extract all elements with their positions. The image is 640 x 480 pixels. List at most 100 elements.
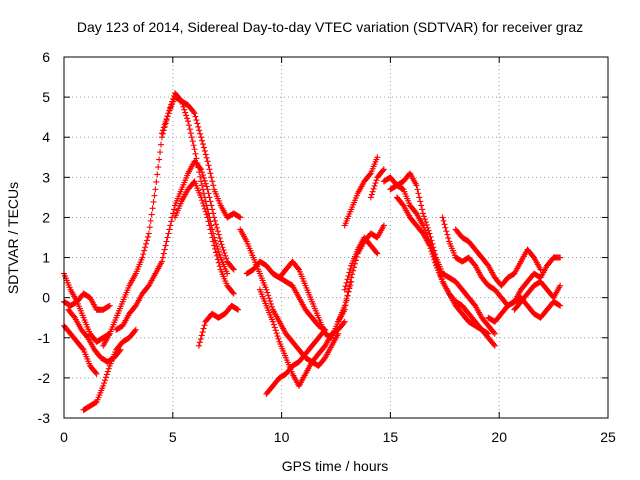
data-point [79, 345, 86, 352]
data-point [265, 292, 272, 299]
plot-frame [63, 56, 609, 419]
data-point [199, 329, 206, 336]
data-point [427, 233, 434, 240]
data-point [420, 210, 427, 217]
data-point [208, 202, 215, 209]
data-point [214, 228, 221, 235]
data-point [380, 222, 387, 229]
data-point [235, 306, 242, 313]
series-sat-k [237, 226, 342, 369]
data-point [199, 137, 206, 144]
data-point [347, 266, 354, 273]
x-tick-label: 10 [274, 429, 290, 445]
data-point [185, 122, 192, 129]
data-point [198, 134, 205, 141]
series-sat-z [511, 278, 564, 313]
data-point [167, 222, 174, 229]
data-point [556, 302, 563, 309]
data-point [379, 167, 386, 174]
data-point [199, 200, 206, 207]
data-point [145, 230, 152, 237]
data-point [341, 286, 348, 293]
data-point [131, 327, 138, 334]
data-point [160, 124, 167, 131]
data-point [148, 211, 155, 218]
data-point [424, 224, 431, 231]
data-point [196, 339, 203, 346]
data-point [187, 130, 194, 137]
data-point [198, 332, 205, 339]
data-point [199, 141, 206, 148]
data-point [209, 178, 216, 185]
data-point [213, 224, 220, 231]
data-point [380, 166, 387, 173]
data-point [417, 198, 424, 205]
data-point [100, 382, 107, 389]
axes: 0 5 10 15 20 25 -3 -2 -1 0 1 2 3 4 5 6 [38, 49, 616, 445]
data-point [153, 178, 160, 185]
data-point [159, 254, 166, 261]
series-sat-u [387, 170, 498, 337]
data-point [343, 279, 350, 286]
data-point [374, 250, 381, 257]
data-point [264, 289, 271, 296]
data-point [236, 213, 243, 220]
data-point [157, 141, 164, 148]
data-point [429, 251, 436, 258]
y-tick-label: 3 [42, 169, 50, 185]
data-point [201, 205, 208, 212]
data-point [440, 217, 447, 224]
data-point [171, 206, 178, 213]
data-point [151, 192, 158, 199]
data-point [222, 252, 229, 259]
data-point [210, 210, 217, 217]
data-point [444, 231, 451, 238]
data-point [342, 283, 349, 290]
data-point [210, 238, 217, 245]
data-point [263, 286, 270, 293]
data-point [206, 222, 213, 229]
data-point [202, 180, 209, 187]
data-point [423, 221, 430, 228]
data-point [203, 154, 210, 161]
data-point [181, 106, 188, 113]
data-point [146, 224, 153, 231]
y-tick-label: -2 [38, 370, 51, 386]
data-point [369, 188, 376, 195]
data-point [212, 217, 219, 224]
data-point [200, 202, 207, 209]
data-point [197, 165, 204, 172]
data-point [342, 302, 349, 309]
data-point [199, 169, 206, 176]
data-point [186, 126, 193, 133]
data-point [209, 206, 216, 213]
series-sat-b [61, 322, 100, 377]
series-sat-j [195, 302, 242, 349]
data-point [345, 288, 352, 295]
data-point [373, 177, 380, 184]
data-point [218, 241, 225, 248]
data-point [164, 113, 171, 120]
x-tick-label: 20 [491, 429, 507, 445]
data-point [105, 303, 112, 310]
data-point [159, 127, 166, 134]
series-sat-w [439, 214, 564, 309]
series-sat-y [485, 294, 564, 325]
series-sat-i [171, 178, 237, 297]
data-point [428, 248, 435, 255]
y-tick-label: 5 [42, 89, 50, 105]
chart-title: Day 123 of 2014, Sidereal Day-to-day VTE… [77, 19, 583, 35]
data-point [345, 272, 352, 279]
data-point [191, 146, 198, 153]
data-point [202, 208, 209, 215]
y-tick-label: -1 [38, 330, 51, 346]
data-point [426, 230, 433, 237]
data-point [207, 170, 214, 177]
data-point [212, 245, 219, 252]
data-point [230, 266, 237, 273]
series-sat-x [452, 226, 544, 289]
data-point [367, 194, 374, 201]
data-point [158, 258, 165, 265]
data-point [485, 330, 492, 337]
data-point [158, 130, 165, 137]
